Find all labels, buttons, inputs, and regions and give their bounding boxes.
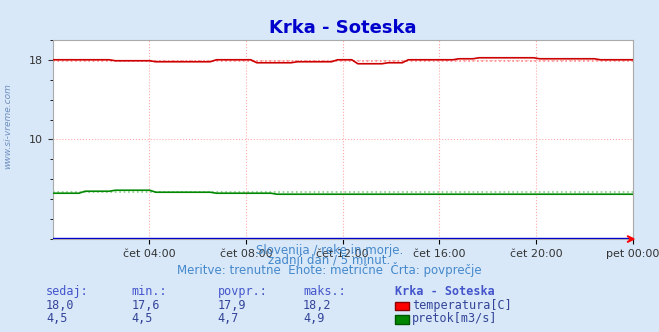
Text: povpr.:: povpr.: (217, 286, 268, 298)
Text: Slovenija / reke in morje.: Slovenija / reke in morje. (256, 244, 403, 257)
Text: 4,5: 4,5 (132, 312, 153, 325)
Text: 4,5: 4,5 (46, 312, 67, 325)
Text: 18,2: 18,2 (303, 299, 331, 312)
Title: Krka - Soteska: Krka - Soteska (269, 19, 416, 37)
Text: temperatura[C]: temperatura[C] (412, 299, 511, 312)
Text: 4,7: 4,7 (217, 312, 239, 325)
Text: maks.:: maks.: (303, 286, 346, 298)
Text: 17,9: 17,9 (217, 299, 246, 312)
Text: pretok[m3/s]: pretok[m3/s] (412, 312, 498, 325)
Text: min.:: min.: (132, 286, 167, 298)
Text: Meritve: trenutne  Enote: metrične  Črta: povprečje: Meritve: trenutne Enote: metrične Črta: … (177, 262, 482, 277)
Text: 18,0: 18,0 (46, 299, 74, 312)
Text: zadnji dan / 5 minut.: zadnji dan / 5 minut. (268, 254, 391, 267)
Text: 4,9: 4,9 (303, 312, 324, 325)
Text: sedaj:: sedaj: (46, 286, 89, 298)
Text: www.si-vreme.com: www.si-vreme.com (3, 83, 13, 169)
Text: 17,6: 17,6 (132, 299, 160, 312)
Text: Krka - Soteska: Krka - Soteska (395, 286, 495, 298)
